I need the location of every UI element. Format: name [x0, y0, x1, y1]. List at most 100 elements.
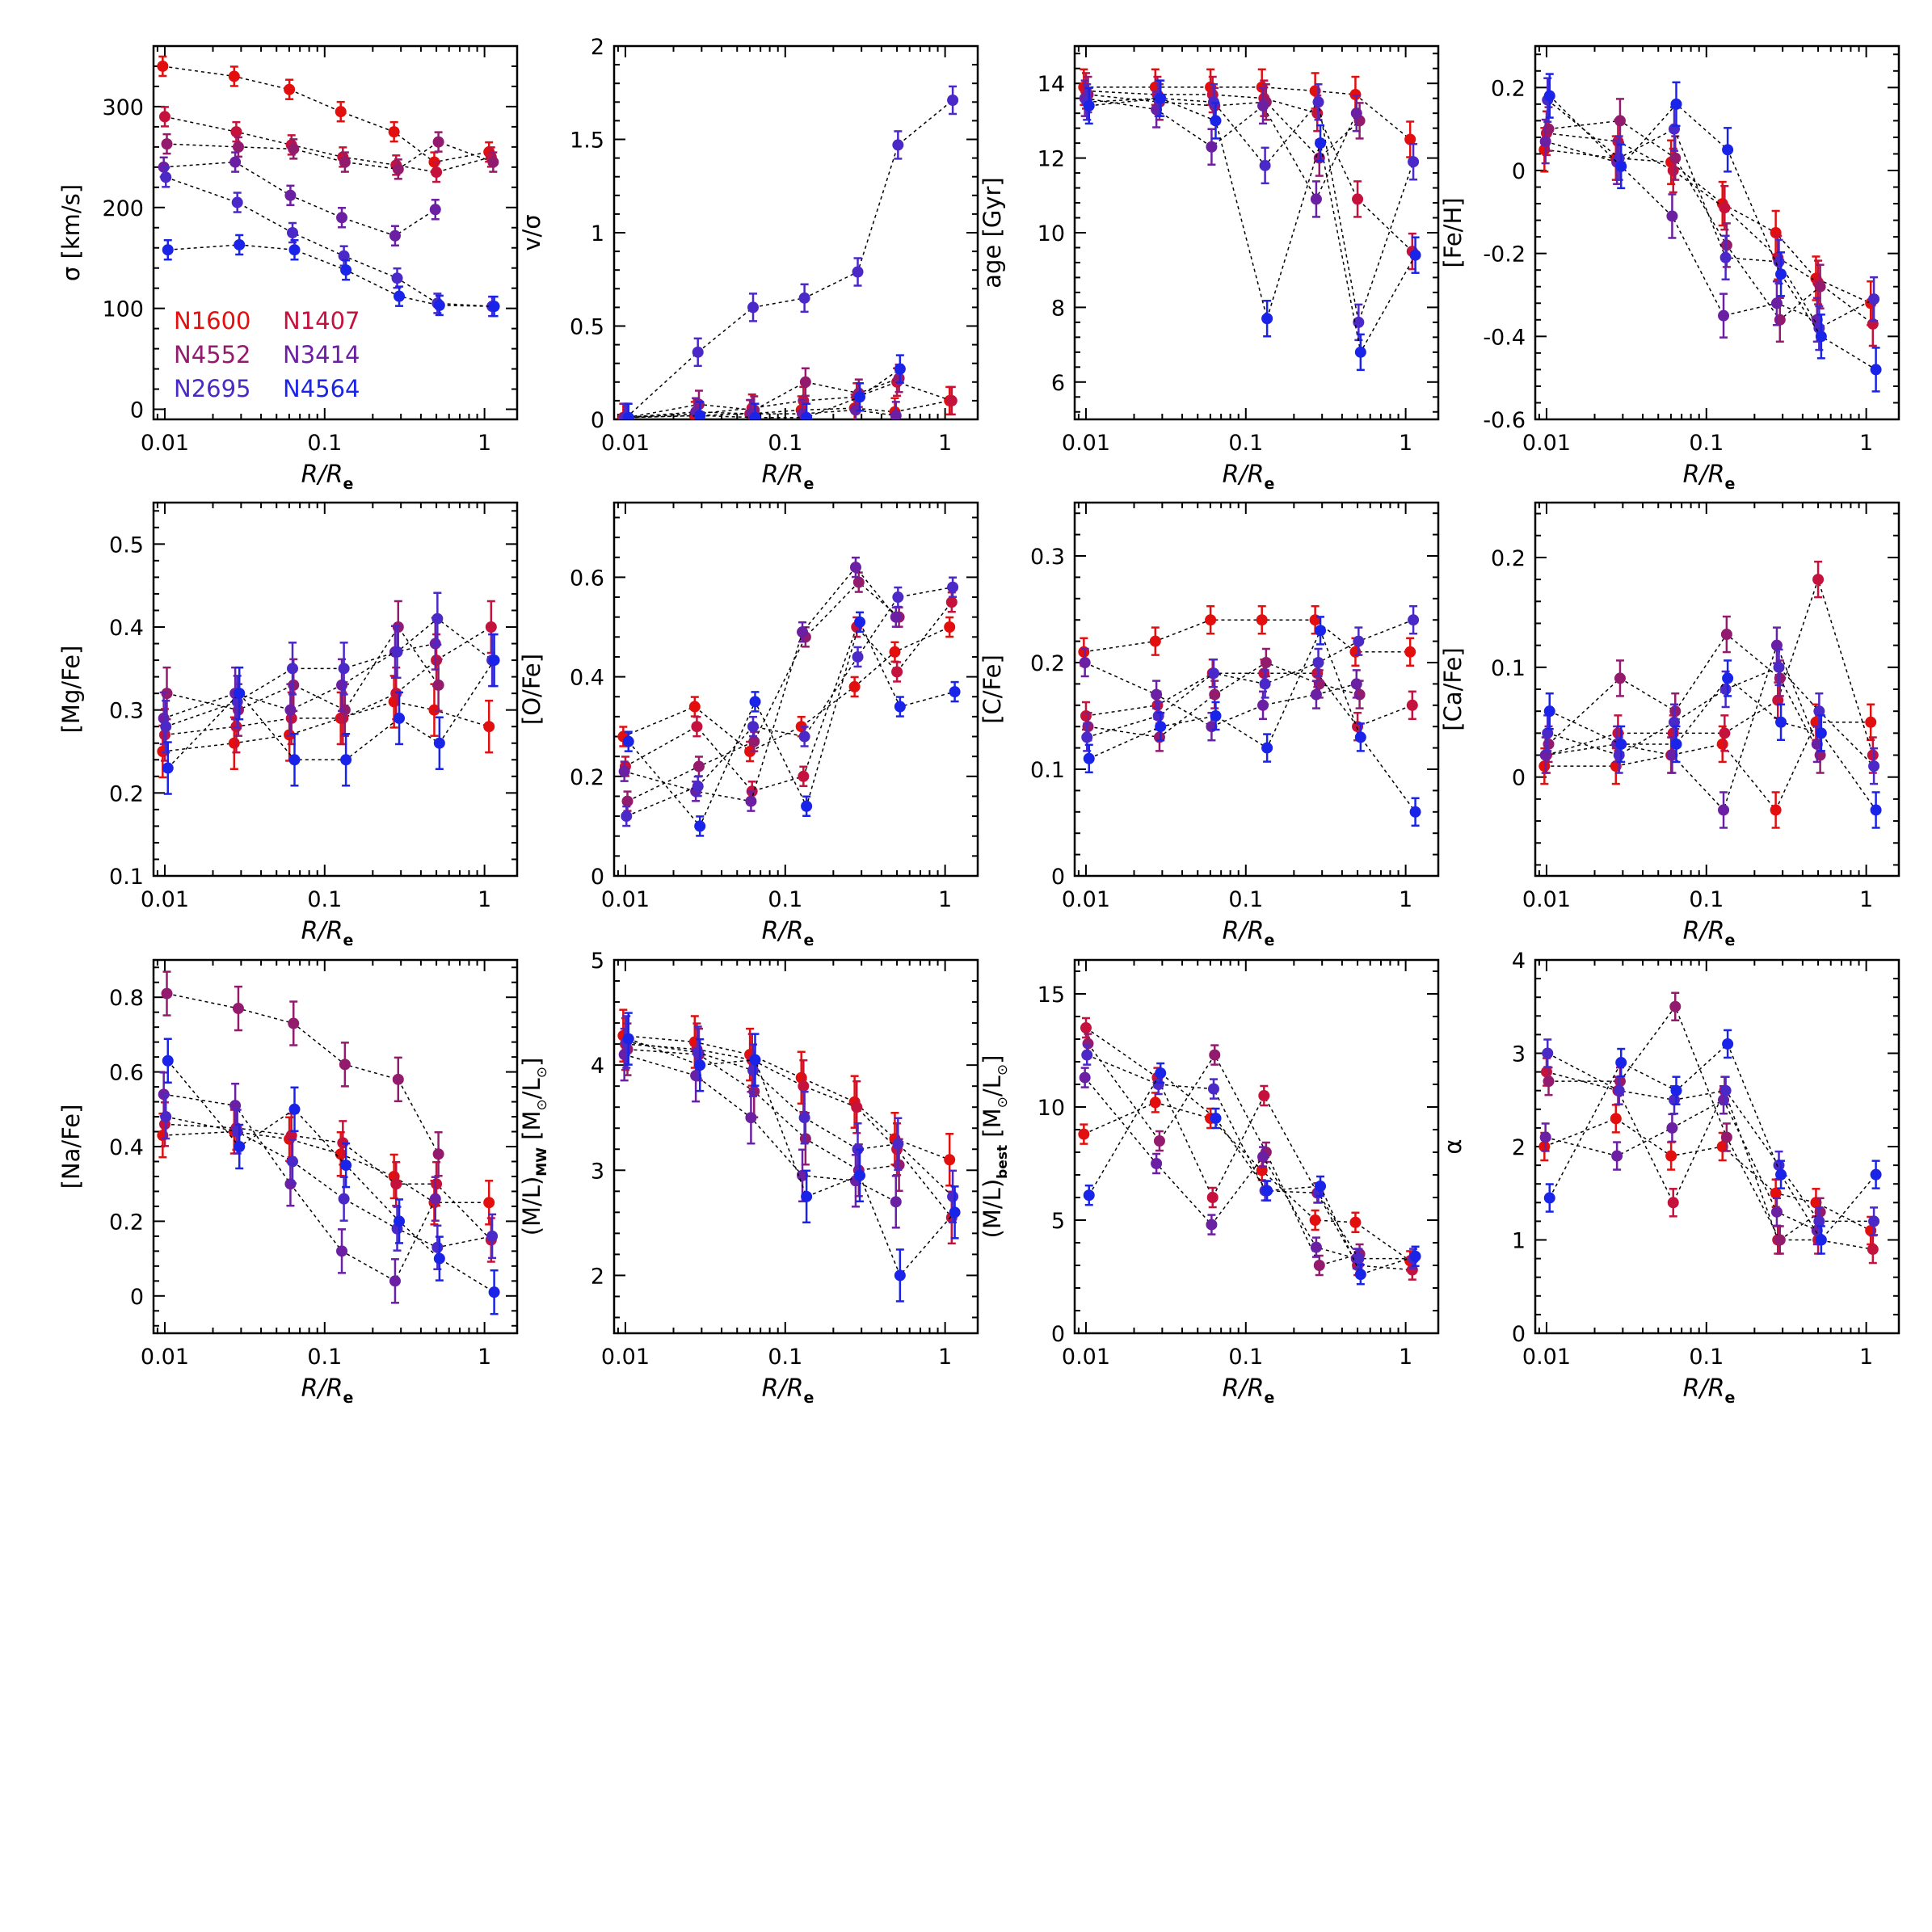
- data-point-N4564: [162, 1054, 174, 1067]
- data-point-N4564: [894, 363, 906, 375]
- data-point-N3414: [429, 1193, 441, 1205]
- data-layer: [1538, 991, 1882, 1265]
- y-tick-label: 0.1: [1491, 656, 1526, 681]
- y-tick-label: 4: [591, 1054, 604, 1079]
- data-point-N4564: [1615, 1057, 1627, 1069]
- data-point-N3414: [389, 229, 401, 242]
- series-line-N3414: [1545, 643, 1818, 811]
- series-line-N2695: [1087, 619, 1414, 739]
- data-point-N2695: [798, 1112, 810, 1124]
- data-point-N1600: [1404, 646, 1416, 658]
- data-point-N4552: [799, 376, 811, 388]
- data-point-N3414: [1539, 1131, 1551, 1143]
- x-tick-label: 0.1: [1228, 1345, 1263, 1370]
- data-layer: [1078, 1017, 1421, 1286]
- x-tick-label: 1: [478, 1345, 491, 1370]
- data-point-N3414: [1666, 210, 1678, 222]
- data-point-N2695: [852, 650, 864, 663]
- data-point-N2695: [1773, 255, 1785, 267]
- series-line-N1600: [1084, 619, 1411, 653]
- series-line-N4552: [1548, 120, 1821, 321]
- data-point-N1600: [483, 1197, 495, 1209]
- series-line-N4564: [1549, 95, 1876, 371]
- x-tick-label: 1: [938, 1345, 952, 1370]
- plot-frame: [1534, 44, 1900, 421]
- series-line-N3414: [1084, 1077, 1357, 1260]
- x-axis-label: R/Re: [1223, 917, 1275, 949]
- x-axis-label-sub: e: [803, 1389, 814, 1407]
- data-point-N4564: [394, 1215, 406, 1227]
- data-point-N3414: [1539, 136, 1551, 148]
- data-point-N3414: [229, 156, 242, 168]
- series-line-N1407: [1085, 90, 1413, 252]
- data-layer: [1538, 560, 1882, 829]
- data-point-N3414: [1257, 699, 1269, 711]
- data-point-N4564: [622, 1033, 634, 1045]
- y-tick-label: 1: [591, 221, 604, 246]
- data-point-N4552: [392, 163, 404, 175]
- data-point-N4552: [1614, 672, 1626, 684]
- x-tick-label: 0.1: [768, 1345, 802, 1370]
- data-point-N4564: [1315, 1181, 1327, 1192]
- x-axis-label: R/Re: [1223, 1374, 1275, 1407]
- series-line-N4564: [167, 244, 495, 307]
- y-label-sub: MW: [534, 1147, 550, 1176]
- y-tick-label: 6: [1051, 371, 1065, 396]
- data-point-N2695: [692, 346, 704, 358]
- series-line-N1600: [162, 1130, 490, 1204]
- data-point-N2695: [391, 646, 403, 658]
- data-point-N4552: [432, 679, 444, 691]
- x-tick-label: 1: [1399, 887, 1412, 912]
- data-point-N3414: [1350, 107, 1362, 120]
- data-point-N3414: [745, 1112, 757, 1124]
- y-tick-label: 0.4: [109, 1135, 144, 1160]
- data-point-N1600: [1256, 614, 1268, 626]
- data-point-N1600: [428, 704, 440, 716]
- series-line-N4564: [1088, 1071, 1416, 1276]
- legend-entry-N4564: N4564: [283, 375, 360, 402]
- y-tick-label: 0: [591, 408, 604, 433]
- y-tick-label: 0.6: [109, 1061, 144, 1086]
- data-point-N4564: [1083, 99, 1095, 112]
- x-tick-label: 0.01: [1522, 887, 1571, 912]
- x-tick-label: 0.1: [307, 1345, 342, 1370]
- x-tick-label: 0.01: [601, 887, 650, 912]
- data-point-N4564: [394, 712, 406, 724]
- x-tick-label: 1: [938, 887, 952, 912]
- series-line-N3414: [1084, 97, 1357, 201]
- data-point-N1407: [431, 1178, 443, 1190]
- series-line-N4552: [1548, 1005, 1821, 1241]
- y-tick-label: 0.5: [109, 532, 144, 558]
- x-tick-label: 0.01: [1062, 431, 1110, 456]
- data-point-N2695: [947, 581, 959, 593]
- data-point-N2695: [231, 196, 243, 208]
- data-point-N2695: [852, 266, 864, 278]
- data-point-N1407: [1206, 1192, 1219, 1203]
- data-point-N1600: [1810, 1197, 1822, 1209]
- data-point-N4564: [694, 410, 706, 419]
- plot-frame: [1534, 501, 1900, 878]
- panel-5: 0.01 0.1 1R/Re0.10.20.30.40.5[Mg/Fe]: [57, 501, 519, 949]
- series-line-N2695: [625, 586, 953, 817]
- series-line-N4552: [1088, 662, 1360, 739]
- series-line-N3414: [1084, 662, 1357, 728]
- x-axis-label-sub: e: [1724, 475, 1735, 493]
- data-point-N2695: [1312, 96, 1324, 108]
- data-point-N2695: [1207, 1083, 1219, 1095]
- data-point-N2695: [1408, 156, 1420, 168]
- y-tick-label: 0.8: [109, 986, 144, 1011]
- y-label-part: (M/L): [518, 1176, 545, 1236]
- data-point-N4564: [1261, 1185, 1273, 1197]
- data-point-N3414: [1310, 1241, 1322, 1253]
- data-point-N4564: [749, 696, 761, 708]
- data-point-N1407: [798, 1080, 810, 1092]
- data-point-N3414: [389, 1275, 401, 1287]
- data-point-N1407: [1667, 1197, 1679, 1209]
- plot-frame: [152, 958, 519, 1335]
- data-point-N4564: [488, 301, 500, 313]
- data-layer: [1078, 68, 1421, 372]
- series-line-N3414: [1545, 1099, 1818, 1231]
- data-point-N1407: [1772, 694, 1784, 706]
- data-point-N3414: [336, 1245, 348, 1257]
